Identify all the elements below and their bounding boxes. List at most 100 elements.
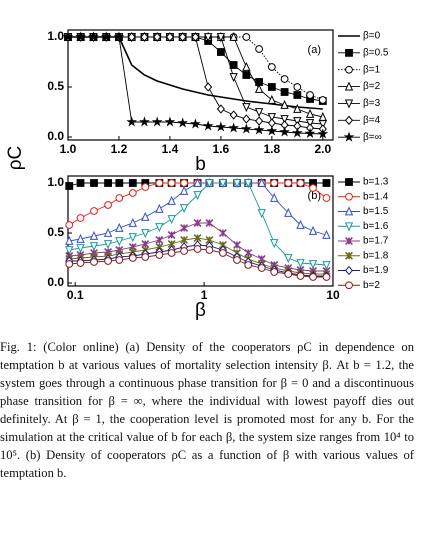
legend-marker — [344, 99, 354, 109]
marker — [267, 63, 276, 71]
legend-marker — [345, 178, 353, 186]
marker — [296, 272, 305, 280]
marker — [241, 123, 252, 134]
legend-label: β=0 — [363, 31, 381, 42]
marker — [202, 120, 214, 131]
marker — [267, 94, 277, 104]
marker — [203, 33, 213, 43]
marker — [284, 270, 293, 278]
y-tick-label: 1.0 — [47, 175, 64, 189]
x-tick-label: 1.6 — [213, 142, 230, 156]
marker — [113, 31, 125, 42]
marker — [103, 240, 113, 250]
marker — [76, 214, 85, 222]
marker — [322, 229, 331, 239]
marker — [115, 194, 124, 202]
marker — [65, 246, 74, 256]
marker — [103, 227, 113, 237]
marker — [155, 236, 164, 244]
marker — [65, 235, 74, 245]
marker — [90, 207, 98, 215]
marker — [104, 257, 112, 265]
y-tick-label: 0.5 — [47, 225, 64, 239]
legend-label: b=1.9 — [363, 265, 389, 276]
marker — [296, 259, 305, 269]
marker — [65, 221, 74, 229]
marker — [296, 179, 305, 187]
legend-label: b=2 — [363, 280, 380, 291]
legend-label: b=1.4 — [363, 191, 389, 202]
marker — [244, 179, 253, 189]
x-tick-label: 1.2 — [111, 142, 128, 156]
marker — [284, 179, 293, 187]
marker — [126, 116, 138, 127]
x-tick-label: 1.8 — [264, 142, 281, 156]
marker — [180, 247, 189, 255]
marker — [193, 234, 202, 242]
y-tick-label: 0.5 — [47, 79, 64, 93]
x-tick-label: 1.0 — [60, 142, 77, 156]
panel-label: (a) — [308, 44, 321, 56]
marker — [190, 118, 201, 129]
marker — [76, 244, 85, 254]
marker — [255, 116, 264, 126]
x-tick-label: 1.4 — [162, 142, 179, 156]
marker — [215, 121, 227, 132]
marker — [218, 229, 227, 237]
marker — [242, 61, 251, 71]
legend-marker — [344, 265, 354, 276]
marker — [128, 189, 137, 197]
marker — [305, 119, 315, 129]
marker — [322, 179, 331, 187]
plot-frame — [67, 175, 334, 287]
marker — [141, 229, 150, 239]
marker — [257, 264, 266, 272]
marker — [179, 204, 189, 214]
marker — [293, 103, 302, 113]
legend-marker — [344, 222, 354, 232]
legend-marker — [344, 81, 354, 91]
marker — [279, 126, 290, 137]
marker — [115, 256, 124, 264]
legend-label: b=1.6 — [363, 221, 389, 232]
marker — [90, 179, 98, 187]
marker — [104, 201, 112, 209]
marker — [191, 32, 200, 42]
marker — [242, 103, 251, 113]
marker — [128, 179, 137, 187]
marker — [270, 179, 279, 187]
legend-label: b=1.8 — [363, 250, 389, 261]
marker — [317, 128, 329, 139]
marker — [318, 96, 327, 104]
marker — [100, 31, 112, 42]
marker — [216, 104, 225, 114]
marker — [270, 239, 279, 249]
marker — [308, 225, 318, 235]
marker — [280, 88, 289, 96]
marker — [62, 31, 74, 42]
marker — [76, 259, 85, 267]
marker — [242, 114, 251, 124]
marker — [128, 233, 137, 243]
marker — [229, 73, 238, 83]
marker — [233, 241, 241, 249]
legend-label: β=2 — [363, 81, 381, 92]
legend-marker — [344, 115, 354, 125]
marker — [164, 116, 176, 127]
marker — [140, 32, 149, 42]
marker — [151, 116, 163, 127]
marker — [309, 273, 317, 281]
marker — [127, 32, 136, 42]
marker — [141, 253, 150, 261]
legend-label: β=3 — [363, 98, 381, 109]
marker — [89, 242, 99, 252]
marker — [309, 184, 317, 192]
marker — [253, 124, 265, 135]
x-axis-label: b — [195, 154, 206, 175]
marker — [296, 219, 305, 229]
legend-label: β=∞ — [363, 132, 382, 143]
marker — [141, 183, 150, 191]
marker — [242, 71, 251, 79]
marker — [229, 110, 238, 120]
marker — [219, 249, 227, 257]
